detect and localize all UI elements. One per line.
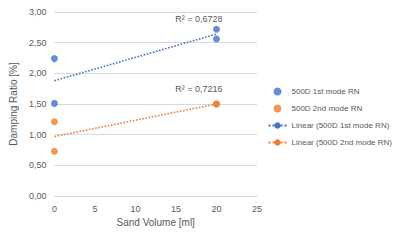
svg-text:Linear (500D 2nd mode RN): Linear (500D 2nd mode RN) (292, 138, 393, 147)
svg-text:1,00: 1,00 (29, 130, 47, 140)
svg-text:R² = 0,6728: R² = 0,6728 (175, 14, 222, 24)
svg-text:1,50: 1,50 (29, 99, 47, 109)
svg-text:Damping Ratio [%]: Damping Ratio [%] (8, 62, 19, 146)
svg-text:500D 2nd mode RN: 500D 2nd mode RN (292, 104, 363, 113)
svg-text:10: 10 (130, 204, 140, 214)
svg-text:R² = 0,7216: R² = 0,7216 (175, 84, 222, 94)
svg-text:20: 20 (211, 204, 221, 214)
svg-text:Linear (500D 1st mode RN): Linear (500D 1st mode RN) (292, 121, 390, 130)
svg-text:0: 0 (52, 204, 57, 214)
svg-text:0,50: 0,50 (29, 160, 47, 170)
svg-text:2,50: 2,50 (29, 38, 47, 48)
svg-text:15: 15 (171, 204, 181, 214)
svg-text:3,00: 3,00 (29, 7, 47, 17)
svg-text:500D 1st mode RN: 500D 1st mode RN (292, 87, 360, 96)
svg-text:Sand Volume [ml]: Sand Volume [ml] (117, 217, 196, 228)
svg-text:5: 5 (92, 204, 97, 214)
svg-text:0,00: 0,00 (29, 191, 47, 201)
svg-text:25: 25 (252, 204, 262, 214)
svg-text:2,00: 2,00 (29, 68, 47, 78)
